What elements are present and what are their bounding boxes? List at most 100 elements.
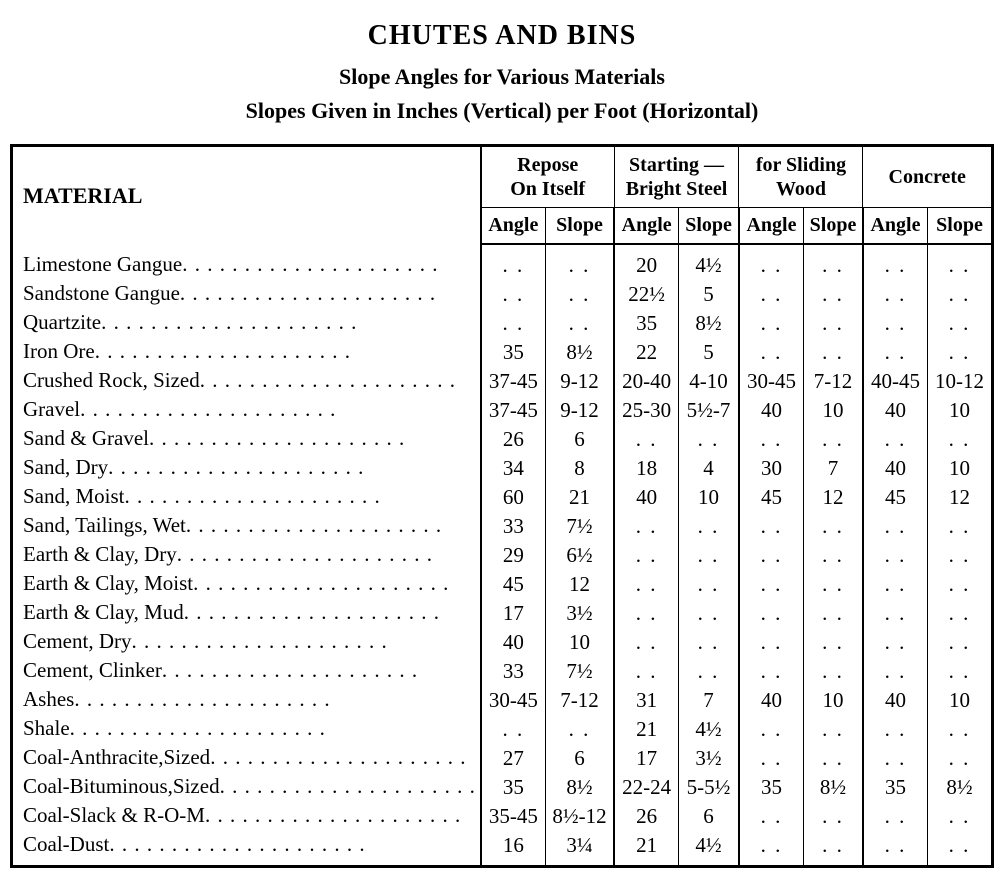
data-cell: . . [804, 569, 863, 598]
data-cell: 5-5½ [679, 772, 739, 801]
material-cell: Coal-Dust [12, 830, 481, 867]
data-cell: 60 [481, 482, 546, 511]
data-cell: 9-12 [545, 395, 614, 424]
data-cell: 6 [545, 424, 614, 453]
table-row: Cement, Clinker337½. .. .. .. .. .. . [12, 656, 993, 685]
material-cell: Sand, Moist [12, 482, 481, 511]
table-row: Coal-Anthracite,Sized276173½. .. .. .. . [12, 743, 993, 772]
data-cell: . . [679, 569, 739, 598]
material-cell: Sandstone Gangue [12, 279, 481, 308]
header-group-steel: Starting — Bright Steel [614, 146, 739, 208]
data-cell: 45 [863, 482, 928, 511]
header-group-wood-line1: for Sliding [756, 154, 846, 176]
data-cell: . . [863, 337, 928, 366]
table-row: Earth & Clay, Moist4512. .. .. .. .. .. … [12, 569, 993, 598]
data-cell: . . [804, 656, 863, 685]
title-subtitle-1: Slope Angles for Various Materials [10, 64, 994, 90]
data-cell: . . [863, 540, 928, 569]
data-cell: 27 [481, 743, 546, 772]
data-cell: . . [614, 656, 679, 685]
table-header: MATERIAL Repose On Itself Starting — Bri… [12, 146, 993, 245]
data-cell: 45 [481, 569, 546, 598]
data-cell: . . [928, 279, 993, 308]
data-cell: . . [928, 511, 993, 540]
table-row: Gravel37-459-1225-305½-740104010 [12, 395, 993, 424]
title-subtitle-2: Slopes Given in Inches (Vertical) per Fo… [10, 98, 994, 124]
data-cell: 18 [614, 453, 679, 482]
data-cell: 35 [614, 308, 679, 337]
data-cell: . . [679, 511, 739, 540]
data-cell: 30-45 [481, 685, 546, 714]
data-cell: 10 [545, 627, 614, 656]
data-cell: 3¼ [545, 830, 614, 867]
data-cell: 10-12 [928, 366, 993, 395]
header-group-steel-line2: Bright Steel [626, 178, 728, 200]
material-cell: Crushed Rock, Sized [12, 366, 481, 395]
data-cell: 4 [679, 453, 739, 482]
data-cell: . . [739, 424, 804, 453]
data-cell: . . [863, 714, 928, 743]
material-cell: Coal-Anthracite,Sized [12, 743, 481, 772]
material-cell: Sand, Dry [12, 453, 481, 482]
header-group-repose-line2: On Itself [510, 178, 585, 200]
title-block: CHUTES AND BINS Slope Angles for Various… [10, 20, 994, 124]
data-cell: . . [739, 511, 804, 540]
material-cell: Coal-Bituminous,Sized [12, 772, 481, 801]
data-cell: 34 [481, 453, 546, 482]
table-row: Coal-Bituminous,Sized358½22-245-5½358½35… [12, 772, 993, 801]
data-cell: . . [863, 308, 928, 337]
data-cell: . . [739, 830, 804, 867]
data-cell: 8½ [679, 308, 739, 337]
header-slope-3: Slope [804, 208, 863, 245]
data-cell: 4½ [679, 714, 739, 743]
data-cell: 7 [679, 685, 739, 714]
data-cell: 3½ [679, 743, 739, 772]
data-cell: . . [679, 424, 739, 453]
table-row: Limestone Gangue. .. .204½. .. .. .. . [12, 244, 993, 279]
data-cell: . . [928, 743, 993, 772]
data-cell: 9-12 [545, 366, 614, 395]
data-cell: . . [804, 743, 863, 772]
header-slope-2: Slope [679, 208, 739, 245]
data-cell: 31 [614, 685, 679, 714]
header-angle-2: Angle [614, 208, 679, 245]
data-cell: . . [804, 244, 863, 279]
data-cell: 10 [928, 453, 993, 482]
data-cell: 17 [481, 598, 546, 627]
data-cell: . . [804, 279, 863, 308]
data-cell: . . [739, 279, 804, 308]
data-cell: . . [614, 598, 679, 627]
data-cell: 29 [481, 540, 546, 569]
header-angle-4: Angle [863, 208, 928, 245]
data-cell: 5 [679, 337, 739, 366]
data-cell: 22 [614, 337, 679, 366]
data-cell: 37-45 [481, 395, 546, 424]
page-container: CHUTES AND BINS Slope Angles for Various… [10, 20, 994, 868]
data-cell: 4½ [679, 244, 739, 279]
data-cell: 6 [679, 801, 739, 830]
data-cell: . . [739, 714, 804, 743]
data-cell: . . [928, 714, 993, 743]
material-cell: Shale [12, 714, 481, 743]
table-body: Limestone Gangue. .. .204½. .. .. .. .Sa… [12, 244, 993, 867]
data-cell: . . [928, 540, 993, 569]
table-row: Crushed Rock, Sized37-459-1220-404-1030-… [12, 366, 993, 395]
data-cell: 21 [545, 482, 614, 511]
data-cell: 40 [614, 482, 679, 511]
data-cell: . . [739, 627, 804, 656]
data-cell: 12 [928, 482, 993, 511]
header-slope-1: Slope [545, 208, 614, 245]
material-cell: Limestone Gangue [12, 244, 481, 279]
data-cell: . . [739, 337, 804, 366]
data-cell: 10 [928, 685, 993, 714]
data-cell: 26 [481, 424, 546, 453]
data-cell: 40 [863, 453, 928, 482]
data-cell: 45 [739, 482, 804, 511]
data-cell: . . [804, 801, 863, 830]
header-group-repose: Repose On Itself [481, 146, 614, 208]
slope-angles-table: MATERIAL Repose On Itself Starting — Bri… [10, 144, 994, 868]
data-cell: . . [804, 627, 863, 656]
data-cell: 10 [928, 395, 993, 424]
data-cell: 22½ [614, 279, 679, 308]
data-cell: 7½ [545, 656, 614, 685]
